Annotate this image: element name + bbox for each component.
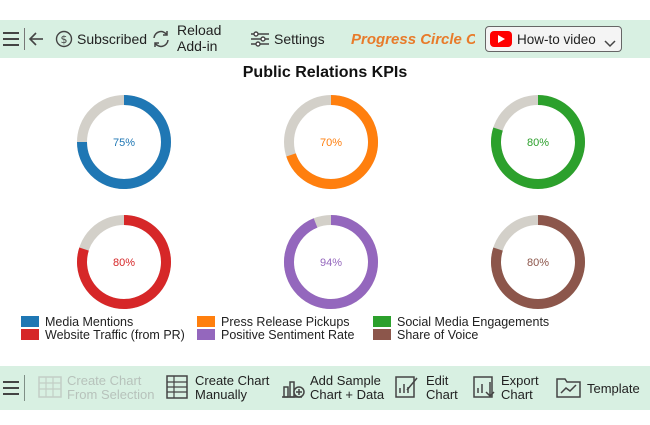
donut-0: 75% xyxy=(77,95,171,189)
legend-swatch xyxy=(21,329,39,341)
legend-item: Press Release Pickups xyxy=(197,315,350,329)
donut-value-label: 94% xyxy=(320,257,342,269)
export-chart-line1: Export xyxy=(501,373,539,388)
donut-5: 80% xyxy=(491,215,585,309)
edit-chart-line1: Edit xyxy=(426,373,449,388)
settings-button[interactable]: Settings xyxy=(274,31,325,47)
settings-sliders-icon[interactable] xyxy=(250,30,270,48)
donut-value-label: 75% xyxy=(113,137,135,149)
donut-1: 70% xyxy=(284,95,378,189)
donut-progress-arc xyxy=(284,215,378,309)
create-chart-manually-button[interactable]: Create Chart Manually xyxy=(195,374,269,402)
create-chart-from-selection-button[interactable]: Create Chart From Selection xyxy=(67,374,154,402)
bottom-toolbar: Create Chart From Selection Create Chart… xyxy=(0,366,650,410)
donut-value-label: 80% xyxy=(113,257,135,269)
legend-item: Social Media Engagements xyxy=(373,315,549,329)
edit-chart-button[interactable]: Edit Chart xyxy=(426,374,458,402)
table-icon[interactable] xyxy=(165,374,189,400)
export-chart-line2: Chart xyxy=(501,387,533,402)
template-button[interactable]: Template xyxy=(587,381,640,396)
reload-label-line1: Reload xyxy=(177,22,222,38)
legend-item: Media Mentions xyxy=(21,315,133,329)
chart-title: Public Relations KPIs xyxy=(242,64,408,81)
reload-icon[interactable] xyxy=(151,29,171,49)
reload-addin-button[interactable]: Reload Add-in xyxy=(177,22,221,54)
create-manually-line1: Create Chart xyxy=(195,373,270,388)
legend-label: Website Traffic (from PR) xyxy=(45,328,185,342)
howto-label: How-to video xyxy=(517,32,596,47)
table-chart-icon xyxy=(38,375,62,399)
back-arrow-icon[interactable] xyxy=(28,31,44,47)
donut-3: 80% xyxy=(77,215,171,309)
donut-value-label: 70% xyxy=(320,137,342,149)
legend-swatch xyxy=(197,316,215,328)
donut-progress-arc xyxy=(286,95,378,189)
export-chart-button[interactable]: Export Chart xyxy=(501,374,539,402)
template-icon[interactable] xyxy=(556,375,582,399)
donut-2: 80% xyxy=(491,95,585,189)
add-sample-chart-button[interactable]: Add Sample Chart + Data xyxy=(310,374,384,402)
legend-label: Positive Sentiment Rate xyxy=(221,328,355,342)
export-chart-icon[interactable] xyxy=(472,374,496,400)
donut-value-label: 80% xyxy=(527,137,549,149)
top-toolbar: $ Subscribed Reload Add-in Settings Prog… xyxy=(0,20,650,58)
toolbar-divider xyxy=(24,28,25,50)
donut-value-label: 80% xyxy=(527,257,549,269)
howto-video-dropdown[interactable]: How-to video xyxy=(485,26,622,52)
legend-swatch xyxy=(21,316,39,328)
legend-swatch xyxy=(197,329,215,341)
legend-swatch xyxy=(373,316,391,328)
legend-item: Positive Sentiment Rate xyxy=(197,328,354,342)
donut-chart-grid: 75% 70% 80% 80% 94% 80% xyxy=(77,95,585,309)
add-sample-line2: Chart + Data xyxy=(310,387,385,402)
edit-chart-line2: Chart xyxy=(426,387,458,402)
donut-progress-arc xyxy=(77,95,171,189)
donut-progress-arc xyxy=(491,95,585,189)
create-from-selection-line1: Create Chart xyxy=(67,373,142,388)
app-title: Progress Circle C... xyxy=(351,31,475,48)
create-manually-line2: Manually xyxy=(195,387,248,402)
svg-text:$: $ xyxy=(61,33,68,46)
legend-label: Media Mentions xyxy=(45,315,134,329)
chevron-down-icon xyxy=(604,35,616,48)
legend-item: Website Traffic (from PR) xyxy=(21,328,185,342)
donut-progress-arc xyxy=(77,215,171,309)
legend-item: Share of Voice xyxy=(373,328,478,342)
donut-progress-arc xyxy=(491,215,585,309)
donut-4: 94% xyxy=(284,215,378,309)
legend-label: Social Media Engagements xyxy=(397,315,550,329)
youtube-icon xyxy=(490,31,512,47)
create-from-selection-line2: From Selection xyxy=(67,387,155,402)
add-sample-line1: Add Sample xyxy=(310,373,381,388)
legend-swatch xyxy=(373,329,391,341)
legend-label: Share of Voice xyxy=(397,328,479,342)
reload-label-line2: Add-in xyxy=(177,38,218,54)
toolbar-divider xyxy=(24,375,25,401)
menu-icon[interactable] xyxy=(3,31,19,47)
legend-label: Press Release Pickups xyxy=(221,315,350,329)
add-sample-chart-icon[interactable] xyxy=(280,374,306,400)
menu-icon[interactable] xyxy=(3,380,19,396)
dollar-icon[interactable]: $ xyxy=(55,30,73,48)
edit-chart-icon[interactable] xyxy=(395,374,419,400)
subscribed-button[interactable]: Subscribed xyxy=(77,31,148,47)
